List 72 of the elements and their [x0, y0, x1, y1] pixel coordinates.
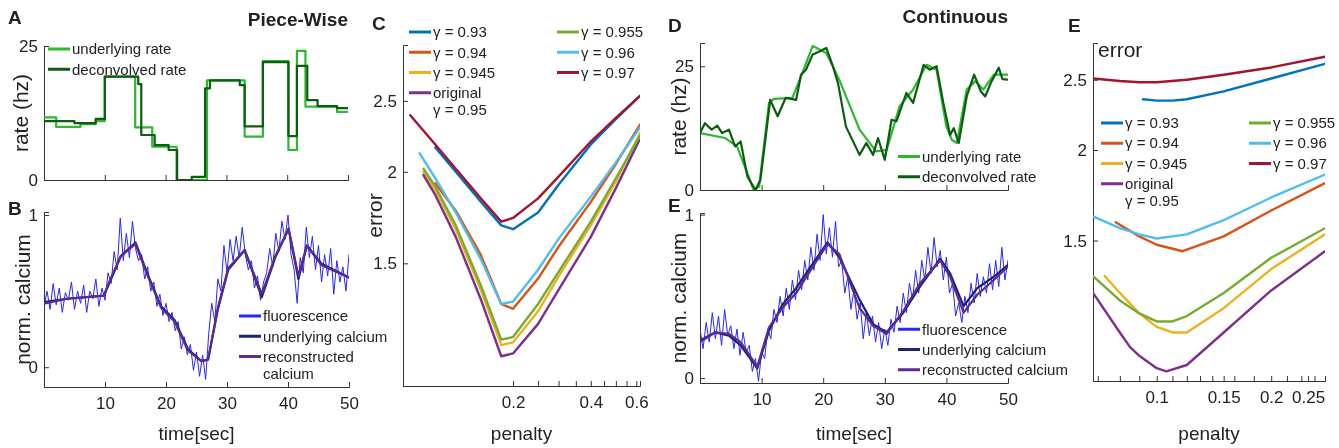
text: E — [1068, 15, 1081, 36]
x-axis-title: time[sec] — [158, 423, 235, 444]
y-tick-label: 0 — [28, 358, 38, 378]
legend-label: reconstructed calcium — [922, 361, 1068, 378]
y-tick-label: 1.5 — [1063, 231, 1087, 251]
legend-label: γ = 0.96 — [581, 43, 635, 61]
text: E — [668, 195, 681, 216]
legend-label: γ = 0.94 — [1125, 134, 1179, 152]
text: B — [8, 198, 22, 219]
x-tick-label: 0.1 — [1145, 388, 1170, 408]
legend-label: γ = 0.955 — [1273, 114, 1336, 132]
x-tick-label: 30 — [218, 394, 237, 414]
legend-label: underlying rate — [72, 40, 172, 58]
y-axis-title: rate (hz) — [667, 77, 690, 156]
x-axis-title: time[sec] — [815, 423, 893, 444]
x-tick-label: 20 — [814, 390, 834, 410]
y-tick-label: 2 — [1077, 140, 1087, 160]
text: D — [668, 15, 682, 36]
x-tick-label: 0.6 — [625, 393, 649, 413]
y-axis-title: rate (hz) — [9, 73, 32, 153]
legend-label: original γ = 0.95 — [433, 84, 487, 119]
y-tick-label: 1.5 — [373, 254, 397, 274]
x-axis-title: penalty — [490, 423, 553, 444]
legend-label: γ = 0.955 — [581, 23, 644, 41]
x-tick-label: 50 — [999, 390, 1018, 410]
y-tick-label: 2 — [387, 162, 397, 182]
legend-label: fluorescence — [922, 320, 1008, 338]
legend-label: reconstructed calcium — [263, 347, 354, 382]
x-tick-label: 10 — [752, 390, 772, 410]
chart-title: Continuous — [902, 6, 1008, 27]
x-tick-label: 0.4 — [579, 393, 604, 413]
x-tick-label: 10 — [96, 394, 115, 414]
y-tick-label: 0 — [684, 369, 694, 389]
x-tick-label: 50 — [340, 394, 359, 414]
y-tick-label: 0 — [684, 180, 694, 200]
x-tick-label: 40 — [937, 390, 957, 410]
legend-label: fluorescence — [263, 307, 349, 325]
x-tick-label: 40 — [279, 394, 298, 414]
x-tick-label: 0.25 — [1292, 388, 1326, 408]
y-tick-label: 25 — [675, 57, 694, 77]
y-tick-label: 2.5 — [373, 91, 397, 111]
x-tick-label: 20 — [157, 394, 176, 414]
text: C — [372, 13, 386, 34]
x-tick-label: 0.2 — [501, 393, 526, 413]
legend-label: γ = 0.94 — [433, 43, 487, 61]
legend-label: γ = 0.96 — [1273, 134, 1327, 152]
text: A — [8, 7, 22, 28]
y-tick-label: 1 — [684, 205, 694, 225]
legend-label: γ = 0.93 — [433, 23, 487, 41]
legend-label: underlying calcium — [922, 340, 1047, 358]
chart-title: Piece-Wise — [247, 9, 348, 30]
legend-label: γ = 0.945 — [1125, 154, 1188, 172]
legend-label: underlying calcium — [263, 327, 388, 345]
y-axis-title: norm. calcium — [667, 232, 690, 364]
legend-label: deconvolved rate — [72, 60, 187, 78]
y-tick-label: 1 — [28, 205, 38, 225]
y-tick-label: 2.5 — [1063, 70, 1087, 90]
legend-label: γ = 0.93 — [1125, 114, 1179, 132]
legend-label: γ = 0.97 — [581, 63, 635, 81]
x-tick-label: 0.15 — [1207, 388, 1241, 408]
y-axis-title: error — [1098, 38, 1143, 61]
x-tick-label: 30 — [875, 390, 895, 410]
y-tick-label: 25 — [19, 36, 38, 56]
legend-label: deconvolved rate — [922, 168, 1037, 185]
legend-label: underlying rate — [922, 147, 1022, 165]
y-tick-label: 0 — [28, 170, 38, 190]
x-tick-label: 0.2 — [1259, 388, 1284, 408]
x-axis-title: penalty — [1178, 423, 1241, 444]
legend-label: original γ = 0.95 — [1125, 174, 1179, 210]
legend-label: γ = 0.945 — [433, 63, 496, 81]
y-axis-title: error — [363, 193, 386, 238]
legend-label: γ = 0.97 — [1273, 154, 1327, 172]
